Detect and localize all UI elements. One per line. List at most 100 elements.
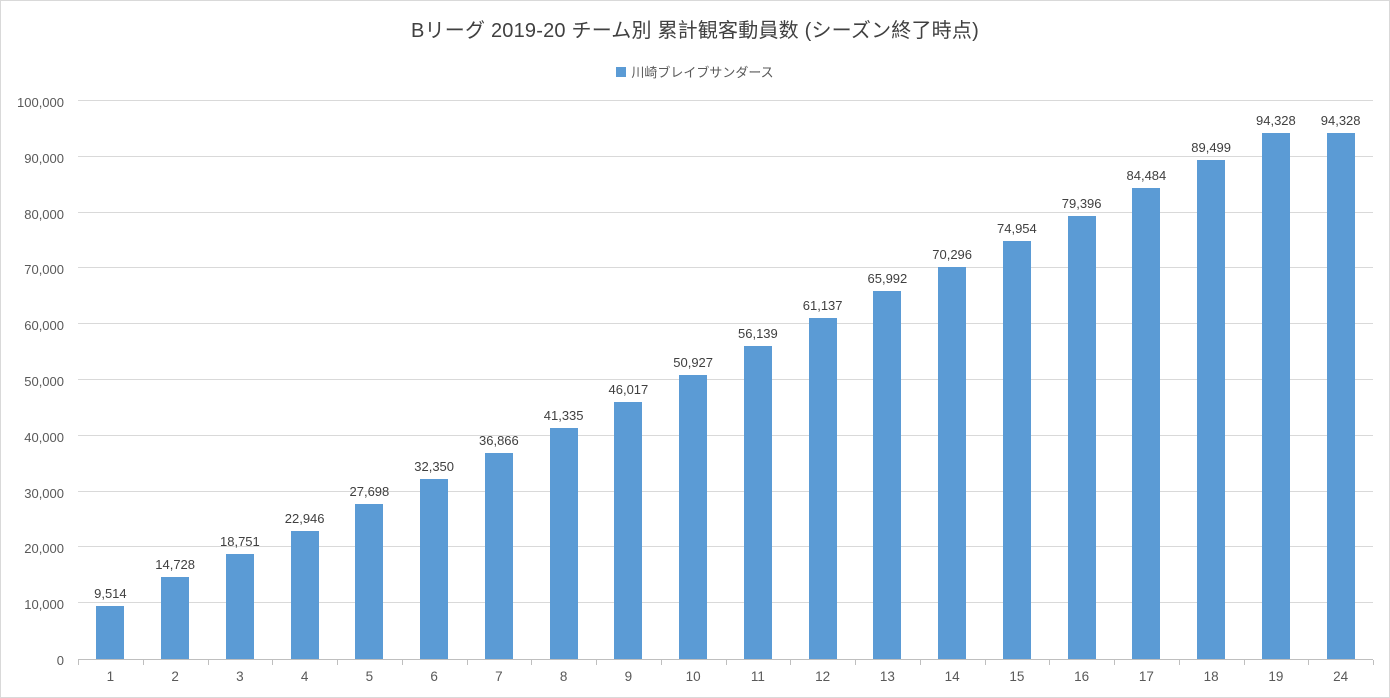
- bar-value-label-3: 18,751: [219, 534, 260, 550]
- x-axis-tick-1: [142, 660, 144, 665]
- x-axis-tick-10: [725, 660, 727, 665]
- x-tick-label-4: 4: [300, 669, 309, 684]
- bar-value-label-11: 56,139: [737, 325, 778, 341]
- bar-value-label-15: 74,954: [996, 220, 1037, 236]
- bar-game-18[interactable]: [1197, 159, 1226, 659]
- x-tick-label-15: 15: [1009, 669, 1025, 684]
- bar-game-5[interactable]: [355, 504, 384, 659]
- x-axis-tick-11: [790, 660, 792, 665]
- y-tick-label-60000: 60,000: [24, 318, 64, 334]
- x-axis-tick-4: [337, 660, 338, 665]
- x-tick-label-24: 24: [1333, 669, 1349, 684]
- x-tick-label-13: 13: [879, 669, 895, 684]
- y-tick-label-20000: 20,000: [24, 541, 64, 557]
- x-axis-tick-8: [596, 660, 597, 665]
- y-tick-label-40000: 40,000: [24, 429, 64, 445]
- bar-value-label-5: 27,698: [349, 484, 390, 500]
- legend[interactable]: 川崎ブレイブサンダース: [1, 62, 1389, 81]
- bar-value-label-17: 84,484: [1126, 167, 1167, 183]
- bar-value-label-6: 32,350: [414, 458, 455, 474]
- bar-game-19[interactable]: [1261, 132, 1290, 659]
- bar-value-label-12: 61,137: [802, 297, 843, 313]
- x-axis-tick-0: [78, 660, 79, 665]
- y-axis-labels: 0 10,000 20,000 30,000 40,000 50,000 60,000 70,…: [1, 95, 64, 668]
- x-axis-tick-13: [919, 660, 921, 665]
- bar-value-label-8: 41,335: [543, 408, 584, 424]
- bar-value-label-7: 36,866: [478, 433, 519, 449]
- x-tick-label-11: 11: [750, 669, 765, 684]
- x-axis: 1 2 3 4 5 6 7 8 9 10 11 12 13 14 15 16 17 18 19 24: [78, 660, 1374, 690]
- bar-game-14[interactable]: [938, 266, 967, 659]
- x-axis-tick-16: [1114, 660, 1115, 665]
- x-axis-tick-3: [272, 660, 274, 665]
- bar-game-13[interactable]: [873, 290, 902, 659]
- bar-value-label-18: 89,499: [1191, 139, 1232, 155]
- bar-value-label-10: 50,927: [673, 354, 714, 370]
- x-axis-tick-15: [1049, 660, 1051, 665]
- bar-game-15[interactable]: [1002, 240, 1031, 659]
- bar-value-label-24: 94,328: [1320, 112, 1361, 128]
- gridline-80000: [78, 211, 1373, 213]
- gridline-50000: [78, 379, 1373, 380]
- x-tick-label-7: 7: [495, 669, 503, 684]
- bar-game-12[interactable]: [808, 317, 837, 659]
- x-axis-tick-2: [207, 660, 209, 665]
- x-tick-label-5: 5: [365, 669, 374, 684]
- x-tick-label-8: 8: [559, 669, 568, 684]
- bar-value-label-1: 9,514: [94, 585, 127, 601]
- gridline-90000: [78, 155, 1373, 157]
- x-axis-tick-17: [1178, 660, 1180, 665]
- x-axis-tick-6: [466, 660, 468, 665]
- x-tick-label-19: 19: [1268, 669, 1284, 684]
- legend-series-label: 川崎ブレイブサンダース: [631, 65, 774, 80]
- bar-value-label-4: 22,946: [284, 510, 325, 526]
- plot-area: 9,514 14,728 18,751 22,946 27,698 32,350 36,86…: [78, 100, 1373, 660]
- bar-game-6[interactable]: [420, 478, 449, 659]
- gridline-20000: [78, 546, 1373, 548]
- y-tick-label-50000: 50,000: [24, 374, 64, 389]
- x-tick-label-3: 3: [236, 669, 244, 684]
- bar-game-8[interactable]: [549, 428, 578, 659]
- x-tick-label-14: 14: [944, 669, 960, 684]
- bar-game-7[interactable]: [484, 453, 513, 659]
- gridline-40000: [78, 434, 1373, 436]
- x-tick-label-16: 16: [1074, 669, 1090, 684]
- gridline-100000: [78, 100, 1373, 101]
- gridline-60000: [78, 323, 1373, 325]
- bar-game-16[interactable]: [1067, 215, 1096, 659]
- x-axis-tick-19: [1308, 660, 1310, 665]
- bar-game-4[interactable]: [290, 530, 319, 659]
- bar-value-label-2: 14,728: [155, 556, 196, 572]
- bar-game-10[interactable]: [679, 374, 708, 659]
- bar-value-label-14: 70,296: [932, 246, 973, 262]
- bar-game-17[interactable]: [1132, 187, 1161, 659]
- x-axis-tick-7: [531, 660, 533, 665]
- bar-value-label-19: 94,328: [1255, 112, 1296, 128]
- gridline-30000: [78, 490, 1373, 492]
- x-tick-label-18: 18: [1203, 669, 1219, 684]
- chart-title: Bリーグ 2019-20 チーム別 累計観客動員数 (シーズン終了時点): [411, 20, 979, 42]
- x-tick-label-1: 1: [106, 669, 115, 684]
- x-tick-label-12: 12: [815, 669, 831, 684]
- x-tick-label-10: 10: [685, 669, 701, 684]
- bar-game-3[interactable]: [225, 554, 254, 659]
- y-tick-label-80000: 80,000: [24, 206, 64, 222]
- y-tick-label-30000: 30,000: [24, 485, 64, 501]
- x-axis-tick-9: [660, 660, 662, 665]
- y-tick-label-100000: 100,000: [17, 95, 64, 110]
- x-tick-label-17: 17: [1138, 669, 1154, 684]
- bar-game-9[interactable]: [614, 402, 643, 659]
- y-tick-label-0: 0: [56, 653, 64, 668]
- y-tick-label-10000: 10,000: [24, 597, 64, 613]
- bar-value-label-13: 65,992: [867, 270, 908, 286]
- x-axis-tick-14: [984, 660, 986, 665]
- bar-game-11[interactable]: [743, 345, 772, 659]
- bar-game-24[interactable]: [1326, 132, 1355, 659]
- legend-series-marker-icon: [616, 66, 627, 77]
- bar-game-1[interactable]: [96, 605, 125, 659]
- x-axis-tick-12: [855, 660, 856, 665]
- x-axis-tick-20: [1373, 660, 1374, 665]
- bar-game-2[interactable]: [161, 576, 190, 659]
- x-tick-label-9: 9: [624, 669, 633, 684]
